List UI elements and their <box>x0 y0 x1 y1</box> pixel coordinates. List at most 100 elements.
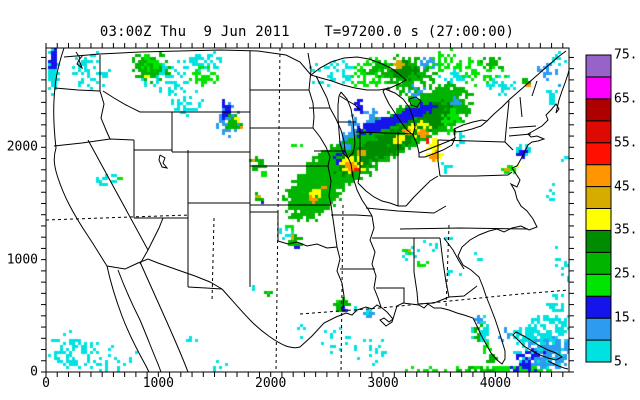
y-axis-label: 0 <box>30 364 38 380</box>
boundary-line <box>63 49 312 76</box>
colorbar-cell <box>585 164 612 188</box>
boundary-line <box>448 285 478 298</box>
boundary-line <box>344 150 373 217</box>
colorbar-label: 45. <box>614 179 638 195</box>
boundary-line <box>158 154 169 169</box>
boundary-line <box>329 107 346 152</box>
boundary-line <box>331 214 373 217</box>
boundary-line <box>357 182 406 207</box>
boundary-line <box>412 134 420 154</box>
boundary-line <box>310 56 407 91</box>
boundary-line <box>221 288 301 349</box>
colorbar-cell <box>585 120 612 144</box>
boundary-line <box>486 50 567 122</box>
boundary-line <box>307 52 312 91</box>
y-axis-label: 2000 <box>6 139 38 155</box>
boundary-line <box>453 119 489 133</box>
boundary-line <box>315 75 331 109</box>
plot-frame <box>45 47 570 373</box>
boundary-line <box>53 138 135 147</box>
boundary-line <box>433 205 447 214</box>
colorbar-label: 35. <box>614 222 638 238</box>
boundary-line <box>75 51 84 70</box>
x-axis-label: 3000 <box>367 376 399 391</box>
boundary-line <box>327 165 332 206</box>
colorbar-cell <box>585 229 612 253</box>
boundary-line <box>439 237 450 298</box>
boundary-line <box>437 140 441 177</box>
graticule-line <box>299 289 570 315</box>
boundary-line <box>365 207 435 214</box>
boundary-line <box>519 96 523 118</box>
boundary-line <box>102 90 250 113</box>
boundary-line <box>337 91 356 159</box>
boundary-line <box>405 175 439 207</box>
colorbar-cell <box>585 208 612 231</box>
x-axis-label: 1000 <box>142 376 174 391</box>
boundary-line <box>376 287 405 303</box>
boundary-line <box>53 47 108 267</box>
colorbar-label: 5. <box>614 354 630 370</box>
boundary-line <box>139 261 189 373</box>
boundary-line <box>408 96 422 108</box>
graticule-line <box>445 224 450 309</box>
boundary-line <box>106 258 223 290</box>
colorbar-label: 15. <box>614 310 638 326</box>
colorbar-cell <box>585 317 612 341</box>
colorbar <box>585 54 612 363</box>
boundary-line <box>54 87 101 92</box>
boundary-line <box>277 240 338 249</box>
boundary-line <box>504 141 514 151</box>
boundary-line <box>339 95 361 111</box>
boundary-line <box>508 133 532 137</box>
boundary-line <box>133 140 172 151</box>
boundary-line <box>147 217 164 251</box>
boundary-line <box>106 265 150 373</box>
colorbar-cell <box>585 273 612 297</box>
graticule-line <box>211 217 215 303</box>
y-axis-label: 1000 <box>6 252 38 268</box>
colorbar-cell <box>585 339 612 363</box>
boundary-line <box>453 128 456 139</box>
boundary-line <box>336 246 345 309</box>
x-axis-label: 2000 <box>255 376 287 391</box>
boundary-line <box>508 125 537 129</box>
boundary-line <box>299 69 570 365</box>
boundary-line <box>440 171 513 177</box>
boundary-line <box>382 88 416 136</box>
boundary-line <box>357 128 361 184</box>
boundary-line <box>399 227 529 230</box>
colorbar-label: 25. <box>614 266 638 282</box>
boundary-line <box>87 139 149 265</box>
colorbar-cell <box>585 186 612 209</box>
colorbar-cell <box>585 295 612 319</box>
boundary-line <box>117 269 162 373</box>
colorbar-cell <box>585 98 612 122</box>
colorbar-cell <box>585 251 612 275</box>
axis-ticks <box>41 43 574 377</box>
boundary-line <box>187 286 223 290</box>
graticule-line <box>340 204 344 373</box>
boundary-line <box>312 127 331 167</box>
boundary-line <box>512 331 563 361</box>
x-axis-label: 4000 <box>479 376 512 391</box>
boundary-line <box>418 136 456 158</box>
boundary-line <box>413 238 419 305</box>
colorbar-label: 55. <box>614 135 638 151</box>
boundary-line <box>355 131 415 135</box>
boundary-line <box>308 89 315 129</box>
colorbar-cell <box>585 142 612 166</box>
boundary-line <box>531 80 538 97</box>
boundary-line <box>437 139 506 143</box>
colorbar-cell <box>585 76 612 100</box>
boundary-line <box>369 215 382 308</box>
graticule-line <box>45 214 191 221</box>
boundary-line <box>330 204 338 248</box>
colorbar-cell <box>585 54 612 78</box>
basemap-boundaries <box>45 47 570 373</box>
boundary-line <box>443 237 465 270</box>
colorbar-label: 65. <box>614 91 638 107</box>
